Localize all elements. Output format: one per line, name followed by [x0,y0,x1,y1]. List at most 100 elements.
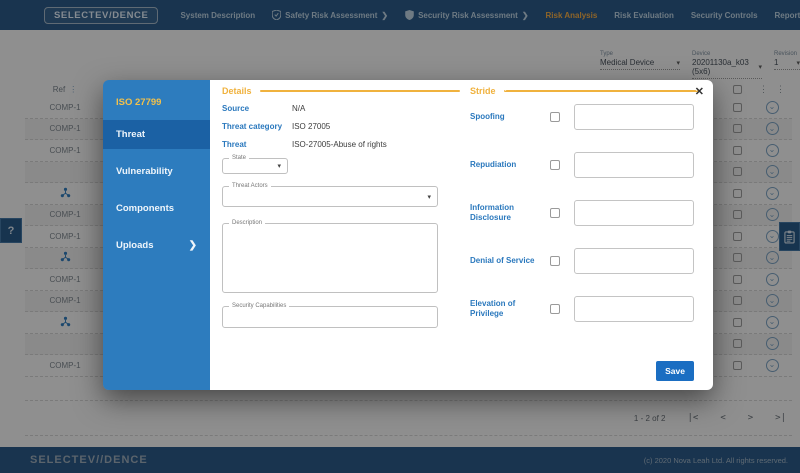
information-disclosure-textarea[interactable] [574,200,694,226]
threat-field: Threat ISO-27005-Abuse of rights [222,140,387,149]
threat-category-field: Threat category ISO 27005 [222,122,331,131]
clipboard-icon [784,230,795,244]
stride-row-information-disclosure: Information Disclosure [470,200,698,226]
denial-of-service-textarea[interactable] [574,248,694,274]
expand-chevron-icon[interactable]: ⌄ [765,337,779,351]
nav-security-risk-assessment[interactable]: Security Risk Assessment ❯ [405,10,529,20]
expand-chevron-icon[interactable]: ⌄ [765,315,779,329]
next-page-button[interactable]: > [747,413,754,423]
help-button[interactable]: ? [0,218,22,243]
expand-chevron-icon[interactable]: ⌄ [765,143,779,157]
spoofing-textarea[interactable] [574,104,694,130]
elevation-of-privilege-checkbox[interactable] [550,304,560,314]
column-ref[interactable]: Ref [52,85,66,94]
source-field: Source N/A [222,104,306,113]
nav-menu: System Description Safety Risk Assessmen… [180,10,800,20]
information-disclosure-checkbox[interactable] [550,208,560,218]
caret-down-icon: ▾ [277,163,281,170]
row-checkbox[interactable] [732,145,742,155]
revision-select[interactable]: Revision 1 ▾ [774,51,800,79]
kebab-menu-icon[interactable]: ⋮ [759,84,768,94]
spoofing-checkbox[interactable] [550,112,560,122]
expand-chevron-icon[interactable]: ⌄ [765,294,779,308]
stride-section: Stride Spoofing Repudiation Information … [470,86,698,344]
threat-actors-select[interactable]: Threat Actors ▾ [222,183,438,207]
security-capabilities-textarea[interactable]: Security Capabilities [222,303,438,328]
first-page-button[interactable]: |< [687,413,699,423]
component-hub-icon [60,187,70,197]
caret-down-icon: ▾ [758,64,762,71]
component-hub-icon [60,252,70,262]
footer: SELECTEV//DENCE (c) 2020 Nova Leah Ltd. … [0,447,800,473]
sidebar-item-vulnerability[interactable]: Vulnerability [116,166,173,177]
expand-chevron-icon[interactable]: ⌄ [765,208,779,222]
nav-risk-analysis[interactable]: Risk Analysis [545,10,598,20]
description-textarea[interactable]: Description [222,220,438,293]
row-checkbox[interactable] [732,210,742,220]
prev-page-button[interactable]: < [720,413,726,423]
expand-chevron-icon[interactable]: ⌄ [765,186,779,200]
type-label: Type [600,51,614,57]
pagination-range: 1 - 2 of 2 [633,413,666,423]
caret-down-icon: ▾ [796,59,800,67]
stride-heading: Stride [470,86,496,96]
denial-of-service-checkbox[interactable] [550,256,560,266]
stride-row-elevation-of-privilege: Elevation of Privilege [470,296,698,322]
sidebar-item-threat[interactable]: Threat [103,120,210,149]
expand-chevron-icon[interactable]: ⌄ [765,272,779,286]
state-select[interactable]: State ▾ [222,155,288,174]
expand-chevron-icon[interactable]: ⌄ [765,251,779,265]
row-checkbox[interactable] [732,231,742,241]
repudiation-textarea[interactable] [574,152,694,178]
row-checkbox[interactable] [732,317,742,327]
stride-row-repudiation: Repudiation [470,152,698,178]
type-select[interactable]: Type Medical Device ▾ [600,51,680,79]
nav-risk-evaluation[interactable]: Risk Evaluation [614,10,674,20]
row-checkbox[interactable] [732,124,742,134]
divider [503,90,698,92]
device-select[interactable]: Device 20201130a_k03 (5x6) ▾ [692,51,762,79]
row-checkbox[interactable] [732,274,742,284]
context-filters: Type Medical Device ▾ Device 20201130a_k0… [600,51,800,79]
expand-chevron-icon[interactable]: ⌄ [765,229,779,243]
row-checkbox[interactable] [732,339,742,349]
repudiation-checkbox[interactable] [550,160,560,170]
nav-safety-risk-assessment[interactable]: Safety Risk Assessment ❯ [272,10,388,20]
top-nav: SELECTEV/DENCE System Description Safety… [0,0,800,30]
chevron-right-icon: ❯ [521,10,529,20]
filter-icon[interactable]: ⋮ [69,85,78,94]
expand-chevron-icon[interactable]: ⌄ [765,122,779,136]
caret-down-icon: ▾ [427,193,431,201]
nav-security-controls[interactable]: Security Controls [690,10,758,20]
footer-copyright: (c) 2020 Nova Leah Ltd. All rights reser… [643,455,788,465]
app-logo: SELECTEV/DENCE [44,6,159,24]
standard-header: ISO 27799 [116,97,162,108]
close-icon[interactable]: ✕ [694,86,704,98]
row-checkbox[interactable] [732,360,742,370]
elevation-of-privilege-textarea[interactable] [574,296,694,322]
nav-reports[interactable]: Reports [774,10,800,20]
row-checkbox[interactable] [732,188,742,198]
device-label: Device [692,51,711,57]
details-heading: Details [222,86,252,96]
component-hub-icon [60,316,70,326]
caret-down-icon: ▾ [676,59,680,67]
chevron-right-icon: ❯ [188,240,197,251]
save-button[interactable]: Save [656,361,694,381]
threat-detail-dialog: ISO 27799 Threat Vulnerability Component… [103,80,713,390]
row-checkbox[interactable] [732,253,742,263]
select-all-checkbox[interactable] [732,85,742,94]
row-checkbox[interactable] [732,102,742,112]
sidebar-item-components[interactable]: Components [116,203,175,214]
last-page-button[interactable]: >| [775,413,786,423]
row-checkbox[interactable] [732,296,742,306]
kebab-menu-icon[interactable]: ⋮ [776,84,785,94]
expand-chevron-icon[interactable]: ⌄ [765,165,779,179]
sidebar-item-uploads[interactable]: Uploads ❯ [116,240,197,251]
expand-chevron-icon[interactable]: ⌄ [765,100,779,114]
expand-chevron-icon[interactable]: ⌄ [765,358,779,372]
divider [259,90,460,92]
nav-system-description[interactable]: System Description [180,10,256,20]
row-checkbox[interactable] [732,167,742,177]
